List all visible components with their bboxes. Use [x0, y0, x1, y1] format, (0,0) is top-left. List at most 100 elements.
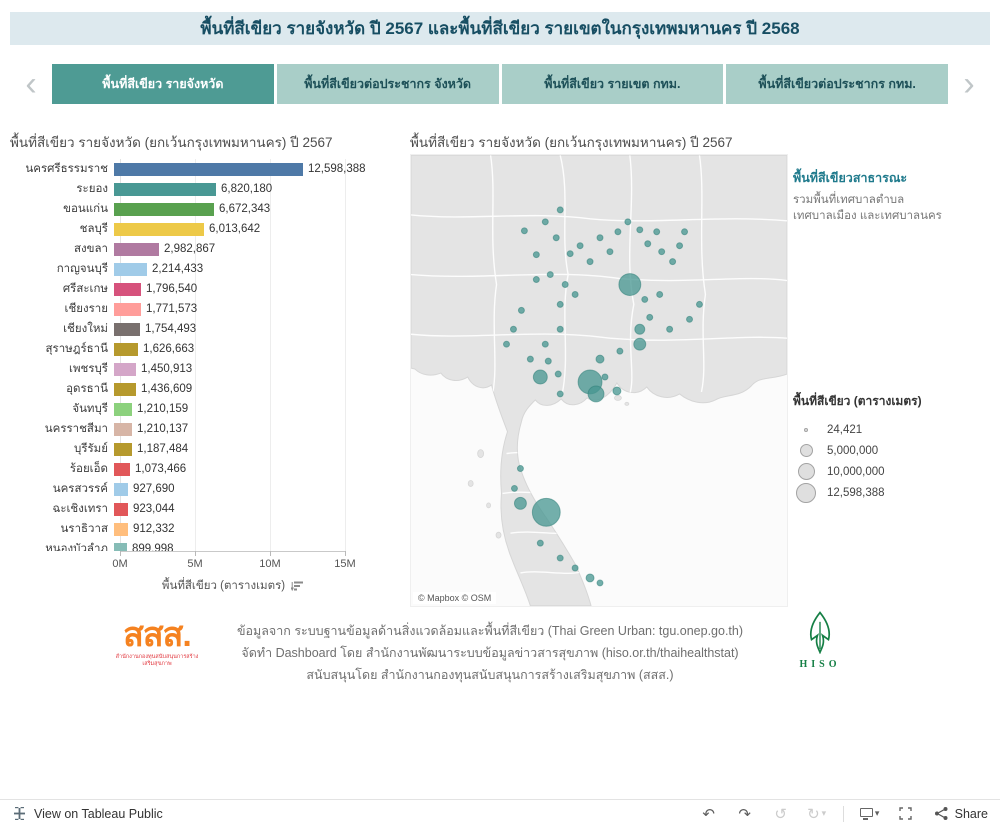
map-bubble[interactable]: [658, 248, 666, 256]
tab-scroll-left-icon[interactable]: ‹: [25, 64, 37, 103]
map-bubble[interactable]: [656, 290, 664, 298]
thailand-map[interactable]: © Mapbox © OSM: [410, 154, 788, 607]
map-bubble[interactable]: [686, 315, 693, 323]
map-bubble[interactable]: [612, 386, 622, 396]
map-bubble[interactable]: [544, 357, 552, 365]
map-bubble[interactable]: [587, 385, 605, 403]
map-bubble[interactable]: [616, 347, 624, 355]
fullscreen-icon[interactable]: [888, 807, 924, 820]
map-bubble[interactable]: [681, 228, 689, 236]
tab-green-area-by-district-bkk[interactable]: พื้นที่สีเขียว รายเขต กทม.: [501, 64, 724, 104]
map-bubble[interactable]: [633, 337, 647, 351]
bar[interactable]: [114, 382, 136, 396]
tab-green-area-per-capita-province[interactable]: พื้นที่สีเขียวต่อประชากร จังหวัด: [276, 64, 499, 104]
map-bubble[interactable]: [556, 206, 564, 214]
bar[interactable]: [114, 302, 141, 316]
map-bubble[interactable]: [586, 258, 594, 266]
map-bubble[interactable]: [618, 273, 642, 296]
map-bubble[interactable]: [532, 276, 540, 284]
map-bubble[interactable]: [510, 484, 518, 492]
map-bubble[interactable]: [676, 242, 684, 250]
bar[interactable]: [114, 502, 128, 516]
map-bubble[interactable]: [566, 250, 574, 258]
redo-icon[interactable]: ↷: [738, 805, 751, 823]
map-bubble[interactable]: [666, 325, 674, 333]
undo-icon[interactable]: ↶: [702, 805, 715, 823]
map-bubble[interactable]: [601, 373, 609, 381]
map-bubble[interactable]: [509, 325, 517, 333]
map-bubble[interactable]: [646, 313, 654, 321]
bar[interactable]: [114, 482, 128, 496]
bar[interactable]: [114, 362, 136, 376]
bar[interactable]: [114, 162, 303, 176]
bar[interactable]: [114, 322, 140, 336]
map-bubble[interactable]: [520, 227, 528, 235]
map-bubble[interactable]: [561, 281, 569, 288]
map-bubble[interactable]: [585, 573, 595, 583]
bar[interactable]: [114, 242, 159, 256]
map-bubble[interactable]: [695, 300, 703, 308]
toolbar-actions: ↶ ↷ ↺ ↻ ▾ ▾ Share: [691, 805, 1000, 823]
map-bubble[interactable]: [595, 354, 605, 364]
map-bubble[interactable]: [513, 496, 527, 510]
bar[interactable]: [114, 262, 147, 276]
bar[interactable]: [114, 462, 130, 476]
credits-block: ข้อมูลจาก ระบบฐานข้อมูลด้านสิ่งแวดล้อมแล…: [210, 620, 770, 686]
map-bubble[interactable]: [503, 340, 510, 348]
sort-icon[interactable]: [291, 581, 304, 592]
device-layout-icon[interactable]: ▾: [852, 807, 888, 820]
bar[interactable]: [114, 282, 141, 296]
map-bubble[interactable]: [517, 306, 525, 314]
map-bubble[interactable]: [634, 323, 646, 335]
map-bubble[interactable]: [571, 564, 579, 572]
tab-green-area-by-province[interactable]: พื้นที่สีเขียว รายจังหวัด: [52, 64, 274, 104]
map-bubble[interactable]: [653, 228, 661, 236]
replay-icon[interactable]: ↺: [774, 805, 787, 823]
share-icon: [934, 807, 948, 820]
map-bubble[interactable]: [641, 295, 649, 303]
map-bubble[interactable]: [556, 325, 564, 333]
map-bubble[interactable]: [614, 228, 622, 236]
bar-rows: นครศรีธรรมราช 12,598,388 ระยอง 6,820,180 ขอน…: [10, 159, 408, 551]
bar[interactable]: [114, 542, 127, 551]
map-bubble[interactable]: [541, 218, 549, 226]
tab-scroll-right-icon[interactable]: ›: [963, 64, 975, 103]
map-bubble[interactable]: [606, 248, 614, 256]
map-bubble[interactable]: [644, 240, 652, 248]
bar[interactable]: [114, 222, 204, 236]
map-bubble[interactable]: [596, 234, 604, 242]
map-bubble[interactable]: [554, 370, 562, 378]
map-bubble[interactable]: [546, 271, 554, 279]
map-bubble[interactable]: [536, 539, 544, 547]
map-bubble[interactable]: [526, 355, 534, 363]
view-on-tableau-link[interactable]: View on Tableau Public: [12, 806, 163, 821]
bar-chart-title: พื้นที่สีเขียว รายจังหวัด (ยกเว้นกรุงเทพ…: [10, 135, 333, 150]
bar[interactable]: [114, 442, 132, 456]
map-bubble[interactable]: [532, 251, 540, 259]
map-bubble[interactable]: [571, 290, 579, 298]
bar[interactable]: [114, 182, 216, 196]
tab-green-area-per-capita-bkk[interactable]: พื้นที่สีเขียวต่อประชากร กทม.: [726, 64, 948, 104]
bar[interactable]: [114, 342, 138, 356]
bar[interactable]: [114, 522, 128, 536]
map-bubble[interactable]: [624, 218, 632, 226]
refresh-icon[interactable]: ↻ ▾: [807, 805, 827, 823]
map-bubble[interactable]: [636, 226, 644, 234]
bar[interactable]: [114, 422, 132, 436]
map-bubble[interactable]: [552, 234, 560, 242]
share-button[interactable]: Share: [934, 806, 988, 821]
bar[interactable]: [114, 402, 132, 416]
map-bubble[interactable]: [532, 369, 548, 385]
map-bubble[interactable]: [541, 340, 549, 348]
map-bubble[interactable]: [556, 390, 564, 398]
map-bubble[interactable]: [596, 579, 604, 587]
bar[interactable]: [114, 202, 214, 216]
map-bubble[interactable]: [516, 465, 524, 473]
map-bubble[interactable]: [576, 242, 584, 250]
map-bubble[interactable]: [556, 300, 564, 308]
toolbar-separator: [842, 805, 844, 822]
bar-value-label: 2,982,867: [164, 243, 216, 255]
map-bubble[interactable]: [531, 497, 561, 527]
map-bubble[interactable]: [556, 554, 564, 562]
map-bubble[interactable]: [669, 258, 677, 266]
